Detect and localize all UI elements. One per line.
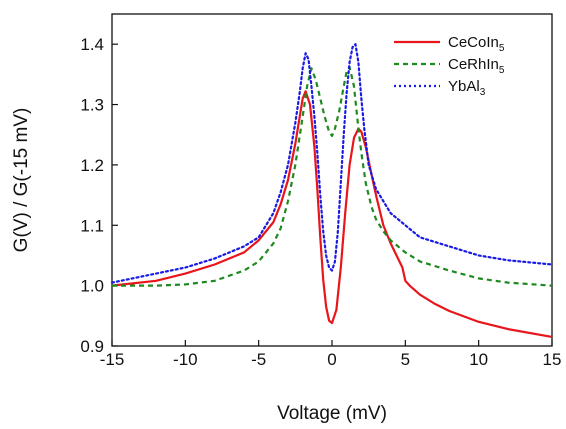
y-tick-label: 1.2 [80, 156, 104, 175]
x-axis-label: Voltage (mV) [277, 403, 387, 424]
legend-label-cerhin5: CeRhIn5 [448, 56, 505, 76]
series-line-cerhin5 [112, 66, 553, 287]
legend-label-ybal3: YbAl3 [448, 78, 486, 98]
x-tick-label: -15 [100, 350, 125, 369]
axis-ticks: -15 -10 -5 0 5 10 15 0.9 1.0 1.1 1.2 1.3 1.4 [80, 35, 561, 369]
x-tick-label: 0 [327, 350, 336, 369]
x-tick-label: -10 [173, 350, 198, 369]
x-tick-label: 10 [469, 350, 488, 369]
series-layer [110, 43, 554, 339]
y-tick-label: 1.0 [80, 277, 104, 296]
legend-label-cecoin5: CeCoIn5 [448, 34, 505, 54]
y-tick-label: 1.3 [80, 96, 104, 115]
y-tick-label: 1.1 [80, 216, 104, 235]
x-tick-label: 15 [543, 350, 562, 369]
y-tick-label: 1.4 [80, 35, 104, 54]
x-tick-label: 5 [401, 350, 410, 369]
series-line-ybal3 [110, 43, 554, 284]
series-line-cecoin5 [111, 90, 553, 339]
y-axis-label: G(V) / G(-15 mV) [11, 108, 32, 253]
y-tick-label: 0.9 [80, 337, 104, 356]
x-tick-label: -5 [251, 350, 266, 369]
